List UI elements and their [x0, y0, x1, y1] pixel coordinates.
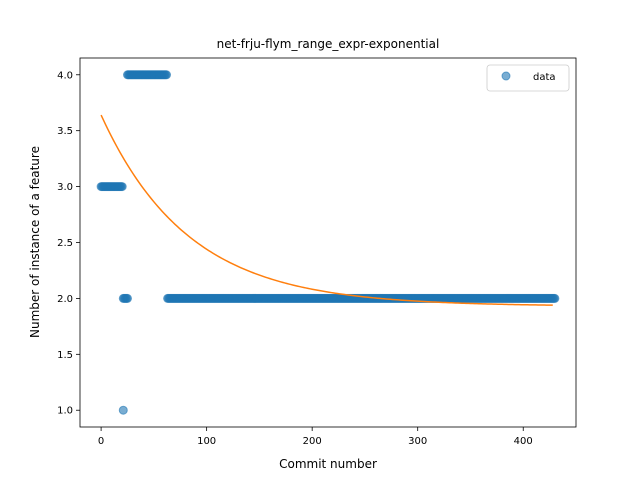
x-axis-label: Commit number: [279, 457, 377, 471]
x-tick-label: 200: [303, 436, 322, 447]
fit-line: [100, 114, 553, 306]
legend: data: [486, 64, 570, 92]
data-point: [117, 182, 127, 192]
legend-box: [486, 64, 570, 92]
y-tick-label: 3.0: [57, 182, 73, 193]
y-tick-label: 3.5: [57, 126, 73, 137]
x-tick-label: 100: [197, 436, 216, 447]
y-tick-label: 4.0: [57, 70, 73, 81]
legend-label-data: data: [533, 72, 556, 83]
plot-area: [96, 70, 560, 415]
data-point: [550, 293, 560, 303]
y-tick-label: 2.0: [57, 294, 73, 305]
data-point: [122, 293, 132, 303]
data-point: [162, 70, 172, 80]
y-axis: 1.0 1.5 2.0 2.5 3.0 3.5 4.0: [57, 70, 80, 417]
chart-title: net-frju-flym_range_expr-exponential: [217, 37, 440, 51]
legend-marker-data: [501, 71, 511, 81]
y-tick-label: 1.5: [57, 350, 73, 361]
x-axis: 0 100 200 300 400: [98, 427, 533, 447]
x-tick-label: 400: [514, 436, 533, 447]
y-tick-label: 1.0: [57, 406, 73, 417]
y-axis-label: Number of instance of a feature: [28, 146, 42, 338]
x-tick-label: 0: [98, 436, 104, 447]
y-tick-label: 2.5: [57, 238, 73, 249]
x-tick-label: 300: [408, 436, 427, 447]
data-point: [118, 405, 128, 415]
